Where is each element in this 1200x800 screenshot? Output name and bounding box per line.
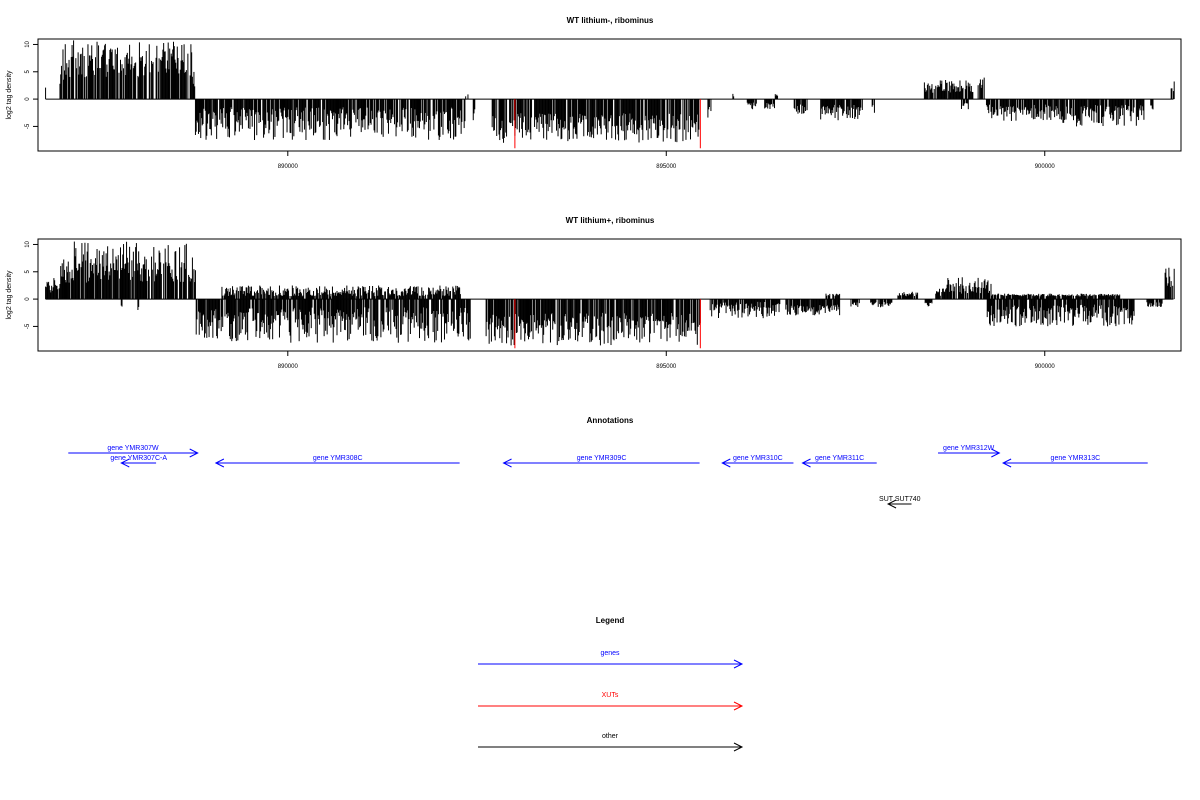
y-axis: 10 5 0 -5 <box>25 240 38 329</box>
annotation-arrow-head <box>721 458 731 468</box>
annotation-label: SUT SUT740 <box>879 496 921 503</box>
annotation-arrow-head <box>1001 458 1012 468</box>
y-tick-label: 5 <box>25 69 31 73</box>
plot-frame <box>37 38 1182 152</box>
annotation-label: gene YMR311C <box>815 455 864 462</box>
y-axis-label: log2 tag density <box>6 70 13 120</box>
x-axis: 890000 895000 900000 <box>278 151 1056 170</box>
annotation-label: gene YMR307W <box>107 445 159 452</box>
annotation-label: gene YMR309C <box>577 455 627 462</box>
y-axis-label: log2 tag density <box>6 270 13 320</box>
bar-layer <box>45 40 1175 149</box>
track-panel-lithium-minus: WT lithium-, ribominus 890000 895000 90000… <box>6 16 1182 170</box>
track-panel-lithium-plus: WT lithium+, ribominus 890000 895000 90000… <box>6 216 1182 370</box>
legend-label: XUTs <box>602 692 619 699</box>
y-tick-label: 0 <box>25 97 31 101</box>
x-tick-label: 900000 <box>1035 164 1056 170</box>
annotation-items: gene YMR307W gene YMR307C-A gene YMR308C ge… <box>68 445 1148 509</box>
legend-label: other <box>602 733 619 740</box>
legend-arrow-head <box>733 701 744 711</box>
x-tick-label: 890000 <box>278 364 299 370</box>
legend-label: genes <box>600 650 620 657</box>
annotation-arrow-head <box>801 458 811 468</box>
annotation-arrow-head <box>886 499 897 509</box>
y-axis: 10 5 0 -5 <box>25 40 38 129</box>
annotation-label: gene YMR312W <box>943 445 995 452</box>
annotations-title: Annotations <box>587 416 634 425</box>
annotation-label: gene YMR310C <box>733 455 783 462</box>
y-tick-label: -5 <box>25 123 31 129</box>
annotation-arrow-head <box>189 448 199 458</box>
legend: Legend genes XUTs other <box>478 616 744 752</box>
y-tick-label: 10 <box>25 240 31 247</box>
y-tick-label: 5 <box>25 269 31 273</box>
bar-layer <box>45 241 1175 349</box>
legend-items: genes XUTs other <box>478 650 744 752</box>
annotation-arrow-head <box>991 448 1001 458</box>
plot-frame <box>37 238 1182 352</box>
x-axis: 890000 895000 900000 <box>278 351 1056 370</box>
panel-title: WT lithium-, ribominus <box>567 16 654 25</box>
annotation-arrow-head <box>214 458 225 468</box>
annotation-arrow-head <box>120 458 130 468</box>
legend-title: Legend <box>596 616 625 625</box>
x-tick-label: 895000 <box>656 164 677 170</box>
y-tick-label: 0 <box>25 297 31 301</box>
annotation-arrow-head <box>502 458 512 468</box>
x-tick-label: 895000 <box>656 364 677 370</box>
panel-title: WT lithium+, ribominus <box>566 216 655 225</box>
legend-arrow-head <box>733 742 744 752</box>
x-tick-label: 890000 <box>278 164 299 170</box>
y-tick-label: 10 <box>25 40 31 47</box>
y-tick-label: -5 <box>25 323 31 329</box>
annotation-label: gene YMR308C <box>313 455 363 462</box>
legend-arrow-head <box>733 659 744 669</box>
x-tick-label: 900000 <box>1035 364 1056 370</box>
annotation-label: gene YMR307C-A <box>110 455 167 462</box>
annotation-label: gene YMR313C <box>1051 455 1101 462</box>
